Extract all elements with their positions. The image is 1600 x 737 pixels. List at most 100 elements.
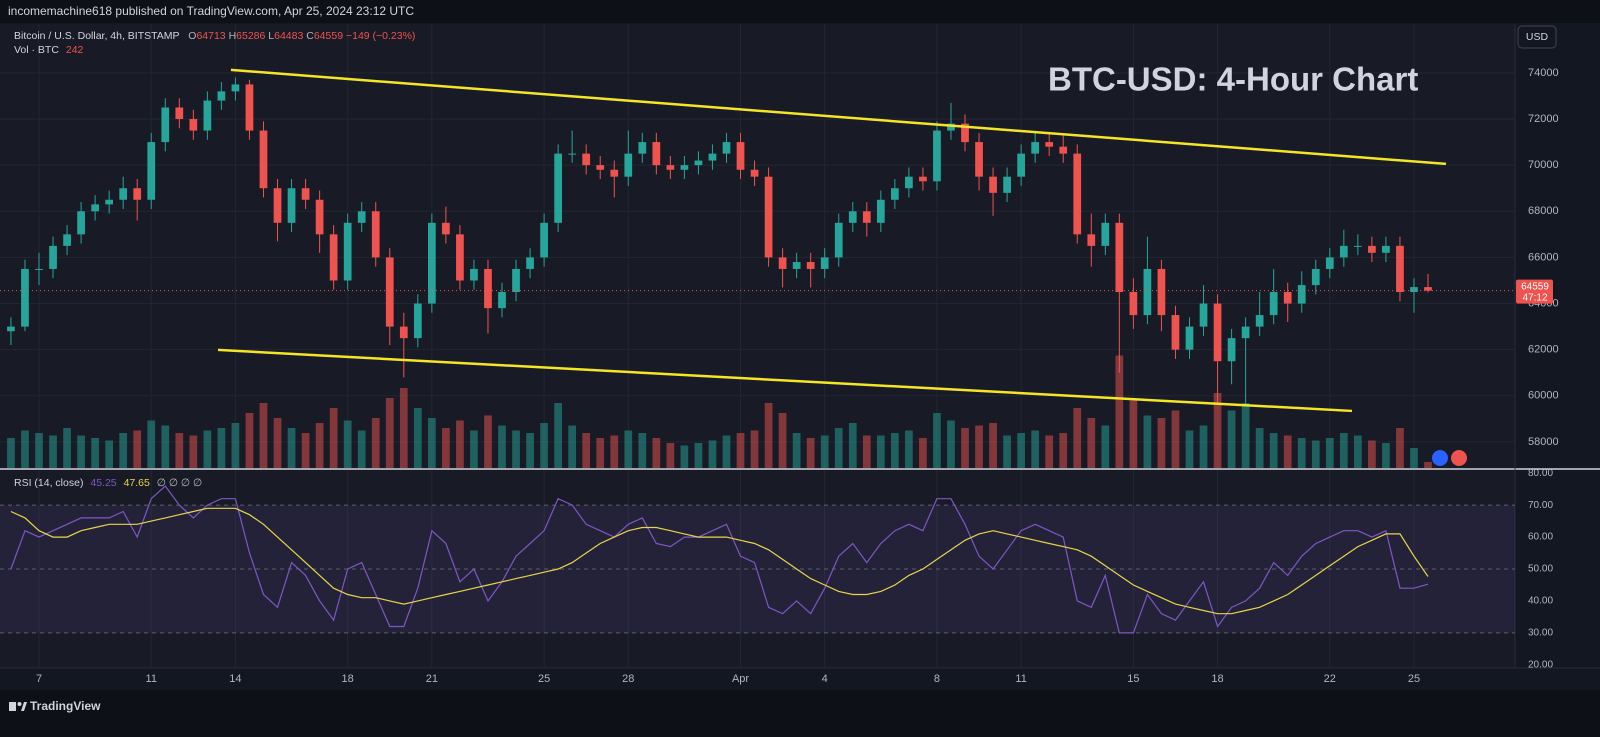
candle-body	[961, 123, 969, 143]
volume-bar	[1171, 410, 1180, 468]
volume-bar	[259, 403, 268, 468]
volume-bar	[862, 435, 871, 468]
candle-body	[526, 257, 534, 269]
x-tick-label: 15	[1127, 673, 1139, 685]
volume-bar	[147, 420, 156, 468]
events-icon[interactable]	[1432, 450, 1448, 466]
candle-body	[484, 268, 492, 309]
logo-part	[17, 702, 22, 706]
last-price-label: 64559	[1521, 281, 1549, 292]
candle-body	[764, 176, 773, 258]
volume-bar	[399, 388, 408, 468]
volume-bar	[49, 435, 57, 468]
rsi-line	[10, 485, 1429, 634]
candle-body	[147, 142, 156, 200]
candle-body	[1227, 338, 1236, 362]
candle-body	[77, 211, 85, 235]
volume-bar	[343, 420, 352, 468]
labels: 5800060000620006400066000680007000072000…	[36, 67, 1559, 685]
candle-body	[175, 107, 184, 120]
close-prefix: C	[306, 30, 314, 42]
candle-body	[722, 142, 731, 154]
volume-bar	[301, 433, 310, 468]
rsi-value: 45.25	[90, 477, 116, 489]
flag-icon[interactable]	[1451, 450, 1467, 466]
candle-body	[21, 268, 29, 327]
volume-label: Vol · BTC	[14, 44, 59, 56]
low-value: 64483	[274, 30, 303, 42]
candle-body	[63, 234, 71, 246]
volume-bar	[1269, 433, 1278, 468]
x-tick-label: 25	[538, 673, 550, 685]
volume-bar	[778, 413, 787, 468]
brand-logo	[9, 702, 27, 711]
volume-bar	[77, 435, 85, 468]
candle-body	[1059, 146, 1068, 154]
y-tick-label: 60000	[1528, 390, 1559, 402]
x-tick-label: 8	[934, 673, 940, 685]
candle-body	[947, 123, 955, 131]
candle-body	[890, 188, 899, 200]
x-tick-label: 18	[342, 673, 354, 685]
candle-body	[91, 204, 99, 212]
trendline	[217, 348, 1353, 413]
symbol: Bitcoin / U.S. Dollar, 4h, BITSTAMP	[14, 30, 180, 42]
candle-body	[1199, 303, 1208, 327]
volume-bar	[975, 425, 983, 468]
volume-bar	[1241, 403, 1250, 468]
candle-body	[820, 257, 829, 269]
high-prefix: H	[229, 30, 237, 42]
candle-body	[778, 257, 787, 269]
candle-body	[1003, 176, 1011, 193]
rsi-line	[10, 507, 1429, 615]
candle-body	[1143, 268, 1152, 316]
logo-part	[21, 702, 27, 711]
volume-bar	[820, 435, 829, 468]
volume-bar	[385, 398, 394, 468]
volume-bar	[540, 423, 548, 468]
volume-bar	[329, 408, 338, 468]
y-tick-label: 74000	[1528, 67, 1559, 79]
y-tick-label: 66000	[1528, 251, 1559, 263]
candle-body	[848, 211, 857, 223]
y-tick-label: 72000	[1528, 113, 1559, 125]
volume-bar	[666, 443, 675, 468]
header-bar	[0, 0, 1600, 23]
volume-bar	[456, 420, 464, 468]
volume-bar	[189, 435, 198, 468]
volume-bar	[1213, 393, 1222, 468]
volume-bar	[736, 433, 745, 468]
candle-body	[287, 188, 296, 223]
candle-body	[1424, 287, 1432, 291]
volume-bar	[989, 423, 997, 468]
currency[interactable]: USD	[1526, 31, 1549, 43]
currency-button[interactable]	[1517, 25, 1557, 49]
candle-body	[1213, 303, 1222, 362]
volume-bar	[1368, 440, 1376, 468]
logo-part	[9, 702, 16, 711]
volume-bar	[905, 430, 913, 468]
volume-bar	[876, 435, 885, 468]
rsi-band-fill	[0, 505, 1515, 633]
candle-body	[596, 165, 605, 170]
volume-bar	[961, 428, 969, 468]
candle-body	[806, 262, 815, 269]
candle-body	[989, 176, 997, 193]
candle-body	[49, 245, 57, 269]
volume-bar	[161, 425, 170, 468]
volume-bar	[1354, 435, 1362, 468]
volume-bar	[512, 430, 520, 468]
candle-body	[189, 119, 198, 131]
x-tick-label: Apr	[732, 673, 749, 685]
candle-body	[413, 303, 422, 339]
volume-bar	[1255, 428, 1264, 468]
candle-body	[919, 176, 927, 182]
volume-bar	[1339, 433, 1348, 468]
candle-body	[245, 84, 254, 131]
candle-body	[652, 142, 661, 166]
volume-bar	[357, 430, 366, 468]
volume-bar	[764, 403, 773, 468]
rsi-legend: RSI (14, close) 45.25 47.65 ∅ ∅ ∅ ∅	[14, 477, 202, 489]
candle-body	[1255, 315, 1264, 327]
